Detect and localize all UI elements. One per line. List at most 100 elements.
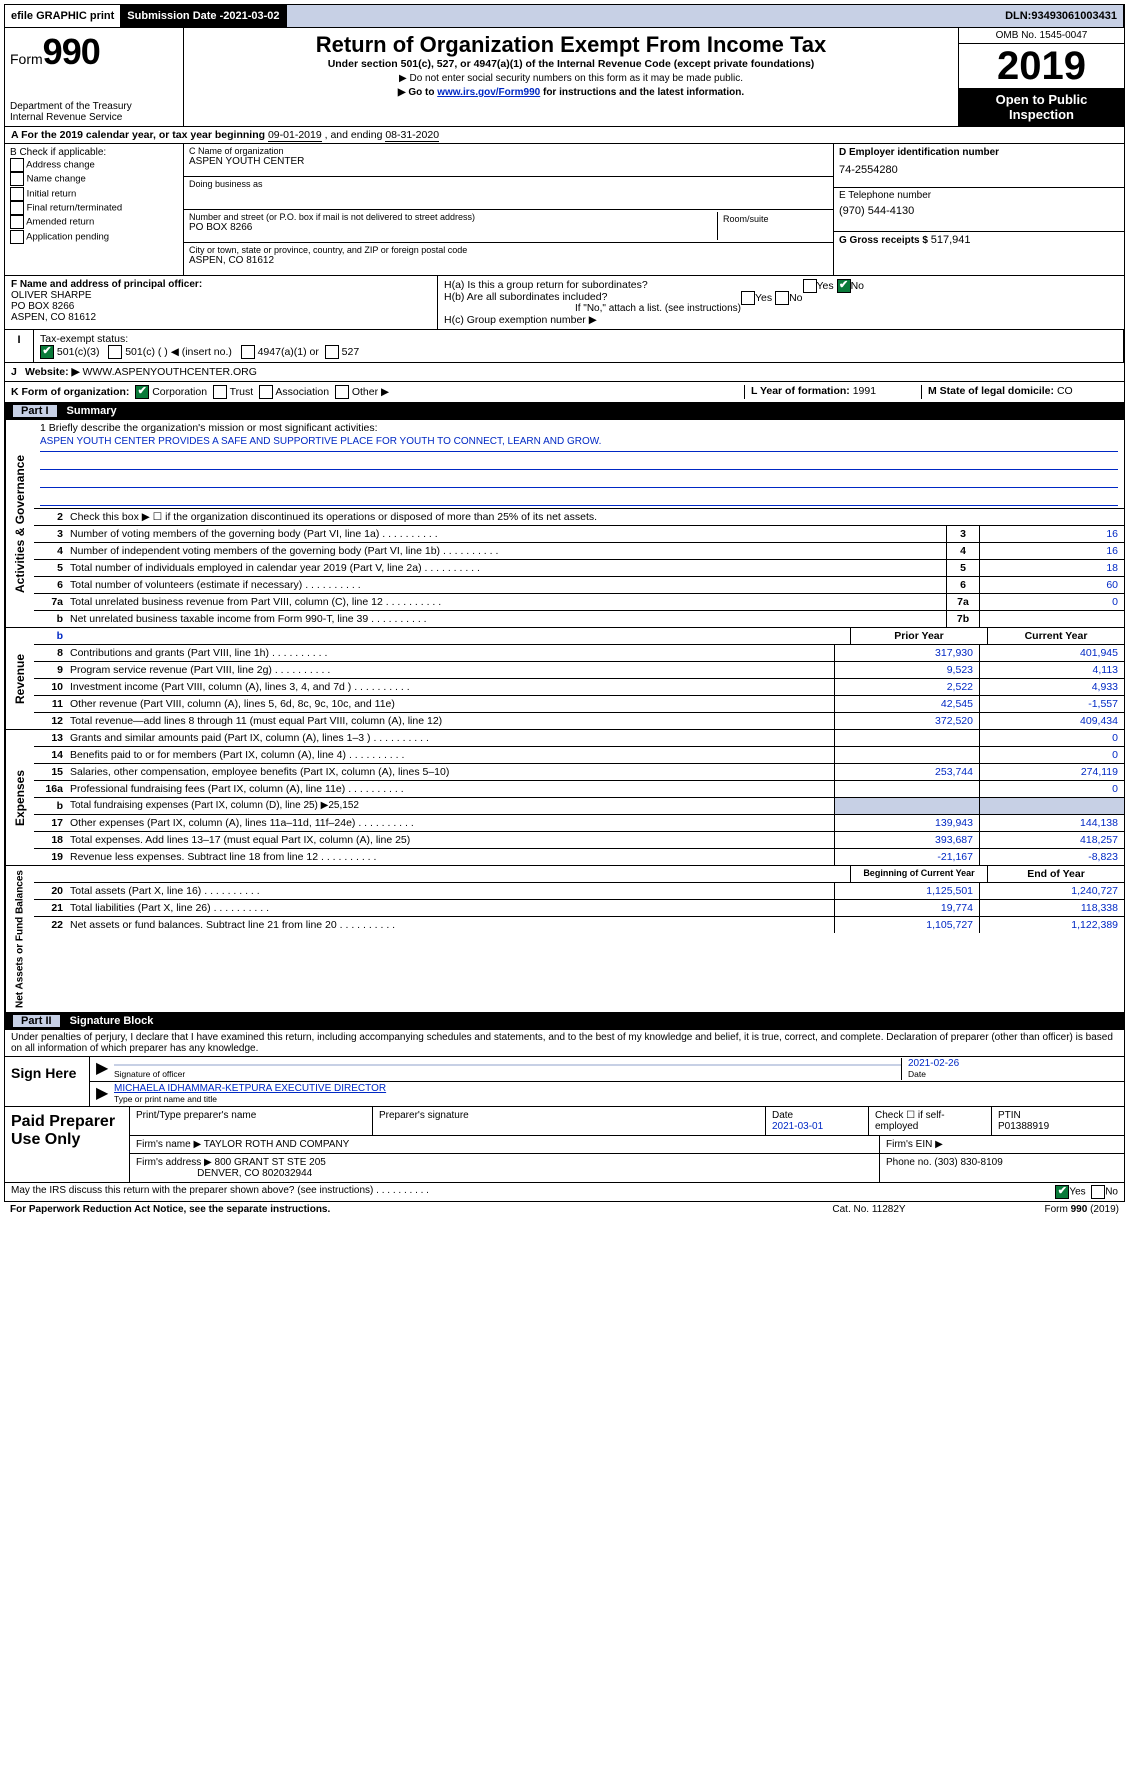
chk-assoc[interactable] [259,385,273,399]
boy-21: 19,774 [834,900,979,916]
firm-label: Firm's name ▶ [136,1139,204,1150]
curr-18: 418,257 [979,832,1124,848]
line-15: Salaries, other compensation, employee b… [66,764,834,780]
eoy-20: 1,240,727 [979,883,1124,899]
efile-print[interactable]: efile GRAPHIC print [5,5,121,27]
omb: OMB No. 1545-0047 [959,28,1124,44]
prior-16a [834,781,979,797]
domicile: CO [1057,385,1073,397]
curr-9: 4,113 [979,662,1124,678]
val-3: 16 [979,526,1124,542]
chk-trust[interactable] [213,385,227,399]
firm-phone: (303) 830-8109 [934,1157,1002,1168]
box-h: H(a) Is this a group return for subordin… [438,276,870,329]
type-name-label: Type or print name and title [114,1094,217,1104]
year-formation: 1991 [853,385,876,397]
side-netassets: Net Assets or Fund Balances [5,866,34,1012]
form-subtitle: Under section 501(c), 527, or 4947(a)(1)… [190,58,952,70]
firm-addr-label: Firm's address ▶ [136,1157,215,1168]
sig-date: 2021-02-26 [908,1058,959,1069]
arrow-icon: ▶ [96,1058,114,1080]
arrow-icon: ▶ [96,1083,114,1105]
chk-name[interactable]: Name change [10,172,178,186]
box-b-head: B Check if applicable: [10,147,178,158]
line-5: Total number of individuals employed in … [66,560,946,576]
chk-501c3[interactable]: ✔ [40,345,54,359]
prep-self-emp: Check ☐ if self-employed [869,1107,992,1135]
mission-blank-1 [40,452,1118,470]
box-f: F Name and address of principal officer:… [5,276,438,329]
form-title: Return of Organization Exempt From Incom… [190,32,952,58]
curr-10: 4,933 [979,679,1124,695]
dept: Department of the TreasuryInternal Reven… [10,101,178,123]
city-label: City or town, state or province, country… [189,245,828,255]
chk-pending[interactable]: Application pending [10,230,178,244]
firm-name: TAYLOR ROTH AND COMPANY [204,1139,350,1150]
topbar-spacer [287,5,1000,27]
line-4: Number of independent voting members of … [66,543,946,559]
mission-blank-2 [40,470,1118,488]
block-fih: F Name and address of principal officer:… [4,276,1125,330]
l-label: L Year of formation: [751,385,853,397]
val-5: 18 [979,560,1124,576]
box-c: C Name of organization ASPEN YOUTH CENTE… [184,144,833,275]
form-header: Form990 Department of the TreasuryIntern… [4,28,1125,127]
part1-header: Part I Summary [4,403,1125,420]
box-deg: D Employer identification number 74-2554… [833,144,1124,275]
curr-15: 274,119 [979,764,1124,780]
line-7b: Net unrelated business taxable income fr… [66,611,946,627]
chk-other[interactable] [335,385,349,399]
prep-name-head: Print/Type preparer's name [130,1107,373,1135]
signature-section: Under penalties of perjury, I declare th… [4,1030,1125,1183]
eoy-22: 1,122,389 [979,917,1124,933]
officer-printed[interactable]: MICHAELA IDHAMMAR-KETPURA EXECUTIVE DIRE… [114,1083,386,1094]
chk-amended[interactable]: Amended return [10,215,178,229]
line-11: Other revenue (Part VIII, column (A), li… [66,696,834,712]
dln: DLN: 93493061003431 [999,5,1124,27]
irs-link[interactable]: www.irs.gov/Form990 [437,87,540,98]
prep-date-head: Date [772,1110,793,1121]
chk-address[interactable]: Address change [10,158,178,172]
chk-initial[interactable]: Initial return [10,187,178,201]
head-boy: Beginning of Current Year [850,866,987,882]
line-22: Net assets or fund balances. Subtract li… [66,917,834,933]
val-6: 60 [979,577,1124,593]
chk-4947[interactable] [241,345,255,359]
submission-date: Submission Date - 2021-03-02 [121,5,286,27]
row-j: J Website: ▶ WWW.ASPENYOUTHCENTER.ORG [4,363,1125,382]
hb-label: H(b) Are all subordinates included? [444,291,607,303]
curr-16b [979,798,1124,814]
ptin-head: PTIN [998,1110,1021,1121]
prior-14 [834,747,979,763]
gross-label: G Gross receipts $ [839,235,931,246]
chk-corp[interactable]: ✔ [135,385,149,399]
k-label: K Form of organization: [11,386,129,398]
chk-527[interactable] [325,345,339,359]
line-7a: Total unrelated business revenue from Pa… [66,594,946,610]
ptin: P01388919 [998,1121,1049,1132]
city: ASPEN, CO 81612 [189,255,828,266]
line-9: Program service revenue (Part VIII, line… [66,662,834,678]
eoy-21: 118,338 [979,900,1124,916]
discuss-yes[interactable]: ✔ [1055,1185,1069,1199]
topbar: efile GRAPHIC print Submission Date - 20… [4,4,1125,28]
ha-label: H(a) Is this a group return for subordin… [444,279,648,291]
discuss-no[interactable] [1091,1185,1105,1199]
ein-label: D Employer identification number [839,147,999,158]
website-val: WWW.ASPENYOUTHCENTER.ORG [82,366,256,378]
section-netassets: Net Assets or Fund Balances Beginning of… [4,866,1125,1013]
phone: (970) 544-4130 [839,205,1119,217]
ein: 74-2554280 [839,164,1119,176]
paid-preparer-label: Paid Preparer Use Only [5,1107,130,1182]
line-8: Contributions and grants (Part VIII, lin… [66,645,834,661]
discuss-q: May the IRS discuss this return with the… [11,1185,1055,1199]
prior-16b [834,798,979,814]
part2-label: Part II [13,1015,60,1027]
prior-17: 139,943 [834,815,979,831]
section-governance: Activities & Governance 1 Briefly descri… [4,420,1125,628]
c-name-label: C Name of organization [189,146,828,156]
line-18: Total expenses. Add lines 13–17 (must eq… [66,832,834,848]
chk-final[interactable]: Final return/terminated [10,201,178,215]
cat-no: Cat. No. 11282Y [779,1204,959,1215]
chk-501c[interactable] [108,345,122,359]
